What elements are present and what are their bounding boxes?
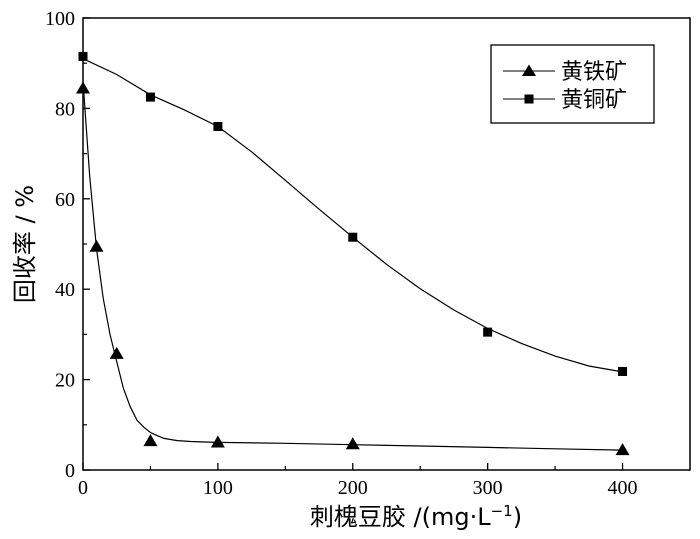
point-chalcopyrite <box>145 92 155 102</box>
point-pyrite <box>109 346 124 359</box>
y-tick-label: 100 <box>45 8 75 30</box>
legend-marker-chalcopyrite <box>524 94 534 104</box>
point-pyrite <box>615 443 630 456</box>
point-chalcopyrite <box>348 232 358 242</box>
x-tick-label: 300 <box>473 477 503 499</box>
x-axis-title-main: 刺槐豆胶 /(mg·L <box>310 503 491 531</box>
y-tick-label: 60 <box>55 189 75 211</box>
point-pyrite <box>210 435 225 448</box>
y-axis-title: 回收率 / % <box>11 185 39 303</box>
x-axis-title: 刺槐豆胶 /(mg·L−1) <box>310 502 522 531</box>
axis-ticks: 0 100 200 300 400 0 20 40 60 80 100 <box>45 8 638 499</box>
x-tick-label: 100 <box>203 477 233 499</box>
point-pyrite <box>76 81 90 94</box>
point-chalcopyrite <box>618 366 628 376</box>
y-tick-label: 80 <box>55 98 75 120</box>
series-line-0 <box>82 81 623 451</box>
y-tick-label: 20 <box>55 370 75 392</box>
data-markers <box>76 51 630 456</box>
legend-marker-pyrite <box>522 64 536 76</box>
point-pyrite <box>345 437 360 450</box>
legend-label-chalcopyrite: 黄铜矿 <box>561 88 627 113</box>
point-pyrite <box>143 434 158 447</box>
x-tick-label: 400 <box>608 477 638 499</box>
y-tick-label: 40 <box>55 279 75 301</box>
point-chalcopyrite <box>483 327 493 337</box>
legend-label-pyrite: 黄铁矿 <box>561 60 627 85</box>
x-axis-title-superscript: −1 <box>491 502 513 520</box>
point-chalcopyrite <box>78 51 88 61</box>
x-axis-title-close: ) <box>513 503 522 531</box>
x-tick-label: 200 <box>338 477 368 499</box>
point-chalcopyrite <box>213 121 223 131</box>
legend: 黄铁矿 黄铜矿 <box>490 44 655 124</box>
x-tick-label: 0 <box>78 477 88 499</box>
y-tick-label: 0 <box>65 460 75 482</box>
legend-box <box>490 44 655 124</box>
point-pyrite <box>89 239 104 252</box>
